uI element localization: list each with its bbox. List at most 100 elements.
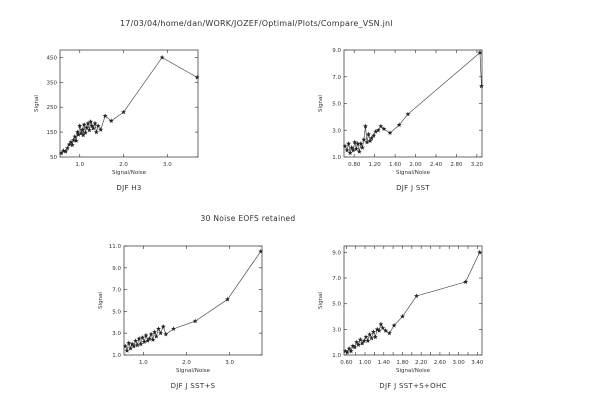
y-tick-label: 3.0 (332, 128, 341, 134)
data-point (396, 122, 402, 127)
data-point (150, 337, 156, 342)
y-tick-label: 9.0 (332, 250, 341, 256)
data-point (356, 342, 361, 347)
data-point (102, 113, 108, 119)
series-line (344, 52, 482, 154)
data-point (160, 324, 166, 329)
y-axis-label: Signal (34, 95, 40, 112)
x-tick-label: 3.40 (471, 360, 484, 366)
data-point (350, 343, 356, 349)
y-tick-label: 1.0 (112, 353, 121, 359)
data-point (86, 127, 92, 133)
panel-title: DJF J SST (396, 184, 430, 192)
data-point (371, 133, 377, 138)
data-point (66, 141, 72, 147)
data-point (354, 339, 360, 345)
y-tick-label: 9.0 (112, 266, 121, 272)
data-point (152, 329, 158, 335)
data-point (122, 343, 128, 349)
data-point (78, 130, 84, 136)
data-point (92, 120, 98, 126)
x-tick-label: 1.60 (389, 162, 402, 168)
data-point (361, 137, 367, 142)
x-tick-label: 1.20 (369, 162, 382, 168)
data-point (225, 296, 230, 302)
data-point (258, 248, 264, 254)
data-point (365, 338, 371, 343)
x-axis-label: Signal/Noise (112, 170, 147, 176)
data-point (353, 146, 359, 152)
data-point (171, 326, 177, 331)
data-point (378, 321, 384, 327)
data-point (121, 109, 126, 115)
panel-title: DJF J SST+S+OHC (379, 382, 447, 390)
data-point (145, 338, 151, 343)
data-point (383, 328, 389, 333)
data-point (463, 279, 469, 285)
data-point (348, 348, 354, 354)
data-point (75, 129, 80, 135)
series-line (61, 57, 198, 154)
data-point (374, 326, 380, 332)
data-point (192, 318, 198, 324)
y-tick-label: 3.0 (332, 327, 341, 333)
data-point (364, 139, 370, 145)
y-tick-label: 9.0 (332, 48, 341, 54)
y-tick-label: 250 (47, 105, 58, 111)
data-point (58, 150, 64, 156)
x-tick-label: 2.0 (119, 162, 128, 168)
y-tick-label: 350 (47, 80, 58, 86)
plot-header: 17/03/04/home/dan/WORK/JOZEF/Optimal/Plo… (120, 19, 393, 28)
y-tick-label: 1.0 (332, 353, 341, 359)
panel-title: DJF J SST+S (171, 382, 216, 390)
data-point (153, 333, 159, 339)
y-tick-label: 50 (50, 155, 57, 161)
y-tick-label: 5.0 (112, 309, 121, 315)
data-point (84, 125, 90, 130)
data-point (376, 328, 382, 333)
data-point (72, 134, 78, 139)
data-point (85, 120, 91, 126)
data-point (369, 335, 375, 341)
x-tick-label: 3.00 (452, 360, 465, 366)
data-point (367, 138, 373, 144)
data-point (108, 118, 114, 124)
data-point (90, 125, 96, 131)
data-point (158, 330, 164, 336)
data-point (342, 143, 348, 149)
data-point (344, 147, 350, 153)
data-point (138, 341, 144, 347)
data-point (134, 342, 140, 348)
data-point (128, 345, 133, 351)
x-tick-label: 1.80 (396, 360, 409, 366)
y-tick-label: 5.0 (332, 302, 341, 308)
x-tick-label: 0.80 (348, 162, 361, 168)
x-tick-label: 1.0 (75, 162, 84, 168)
data-point (349, 145, 355, 150)
data-point (194, 74, 200, 80)
y-tick-label: 7.0 (112, 288, 121, 294)
y-tick-label: 7.0 (332, 276, 341, 282)
data-point (159, 54, 165, 60)
x-axis-label: Signal/Noise (396, 170, 431, 176)
x-tick-label: 1.40 (378, 360, 391, 366)
data-point (82, 130, 88, 135)
data-point (366, 131, 372, 137)
data-point (356, 149, 362, 154)
data-point (371, 329, 376, 335)
y-tick-label: 1.0 (332, 155, 341, 161)
data-point (129, 341, 135, 347)
data-point (357, 337, 363, 342)
data-point (124, 348, 130, 353)
data-point (361, 338, 367, 343)
data-point (136, 336, 142, 341)
data-point (75, 132, 81, 137)
y-tick-label: 5.0 (332, 102, 341, 108)
data-point (140, 334, 146, 340)
data-point (73, 138, 79, 143)
data-point (355, 141, 361, 146)
data-point (380, 325, 386, 331)
data-point (163, 331, 169, 337)
data-point (359, 340, 365, 346)
